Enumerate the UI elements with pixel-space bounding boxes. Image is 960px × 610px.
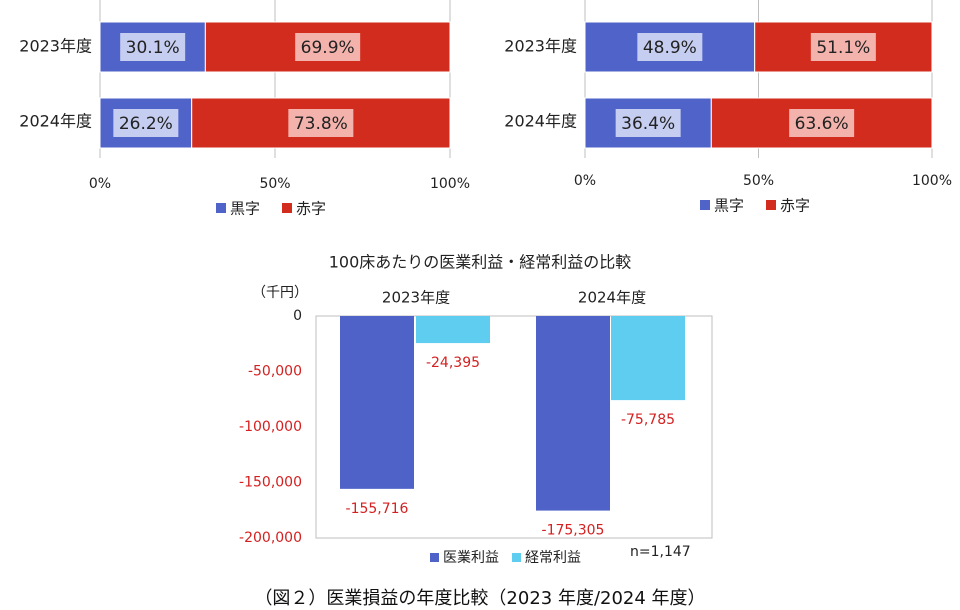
chart1-data-label-box (113, 109, 179, 137)
chart1-category-label: 2023年度 (19, 37, 92, 56)
chart2-data-label-box (789, 109, 855, 137)
chart3-y-tick-label: -50,000 (248, 364, 302, 380)
chart2-x-tick-label: 50% (743, 173, 774, 189)
chart3-y-tick-label: -200,000 (239, 530, 302, 546)
chart2-data-label: 48.9% (643, 38, 697, 58)
chart2-legend-label: 赤字 (780, 197, 810, 215)
chart1-legend-label: 黒字 (230, 200, 260, 218)
chart3-title: 100床あたりの医業利益・経常利益の比較 (329, 253, 632, 272)
chart2-legend-swatch (700, 200, 710, 210)
chart3-bar-ordinary-profit (416, 316, 490, 344)
chart2-data-label: 36.4% (621, 114, 675, 134)
chart3-y-tick-label: -100,000 (239, 419, 302, 435)
chart2-data-label-box (615, 109, 681, 137)
chart3-legend-label: 経常利益 (525, 550, 581, 566)
chart1-data-label: 30.1% (126, 38, 180, 58)
chart1-data-label-box (120, 33, 186, 61)
chart2-bar-segment-red (754, 21, 933, 73)
chart1-data-label: 69.9% (301, 38, 355, 58)
chart1-legend-swatch (282, 203, 292, 213)
chart2-data-label-box (810, 33, 876, 61)
chart3-unit-label: （千円） (252, 285, 308, 301)
chart2-category-label: 2023年度 (504, 37, 577, 56)
chart3-data-label: -175,305 (542, 523, 605, 539)
chart3-bar-medical-profit (340, 316, 414, 489)
chart3-data-label: -155,716 (346, 501, 409, 517)
chart2-category-label: 2024年度 (504, 112, 577, 131)
chart2-data-label: 51.1% (816, 38, 870, 58)
chart2-data-label-box (637, 33, 703, 61)
chart1-data-label-box (295, 33, 361, 61)
chart1-x-tick-label: 0% (89, 176, 111, 192)
chart1-x-tick-label: 100% (430, 176, 470, 192)
chart2-data-label: 63.6% (795, 114, 849, 134)
chart2-x-tick-label: 0% (574, 173, 596, 189)
chart3-legend-swatch (430, 553, 439, 562)
chart3-plot-frame (315, 315, 713, 539)
chart2-x-tick-label: 100% (912, 173, 952, 189)
chart1-category-label: 2024年度 (19, 112, 92, 131)
chart1-legend-swatch (216, 203, 226, 213)
figure-caption: （図２）医業損益の年度比較（2023 年度/2024 年度） (254, 588, 706, 609)
chart3-bar-medical-profit (536, 316, 610, 511)
chart2-legend-swatch (766, 200, 776, 210)
chart3-bar-ordinary-profit (611, 316, 685, 401)
chart3-legend-label: 医業利益 (443, 550, 499, 566)
chart3-category-label: 2024年度 (578, 289, 646, 307)
chart3-y-tick-label: -150,000 (239, 475, 302, 491)
chart3-legend-swatch (512, 553, 521, 562)
chart3-y-tick-label: 0 (293, 308, 302, 324)
chart2-legend-label: 黒字 (714, 197, 744, 215)
chart3-sample-size: n=1,147 (630, 544, 691, 560)
chart3-data-label: -75,785 (621, 412, 675, 428)
chart1-data-label: 26.2% (119, 114, 173, 134)
chart3-category-label: 2023年度 (382, 289, 450, 307)
chart1-data-label-box (288, 109, 354, 137)
chart1-data-label: 73.8% (294, 114, 348, 134)
chart3-data-label: -24,395 (426, 355, 480, 371)
chart1-legend-label: 赤字 (296, 200, 326, 218)
chart1-x-tick-label: 50% (259, 176, 290, 192)
